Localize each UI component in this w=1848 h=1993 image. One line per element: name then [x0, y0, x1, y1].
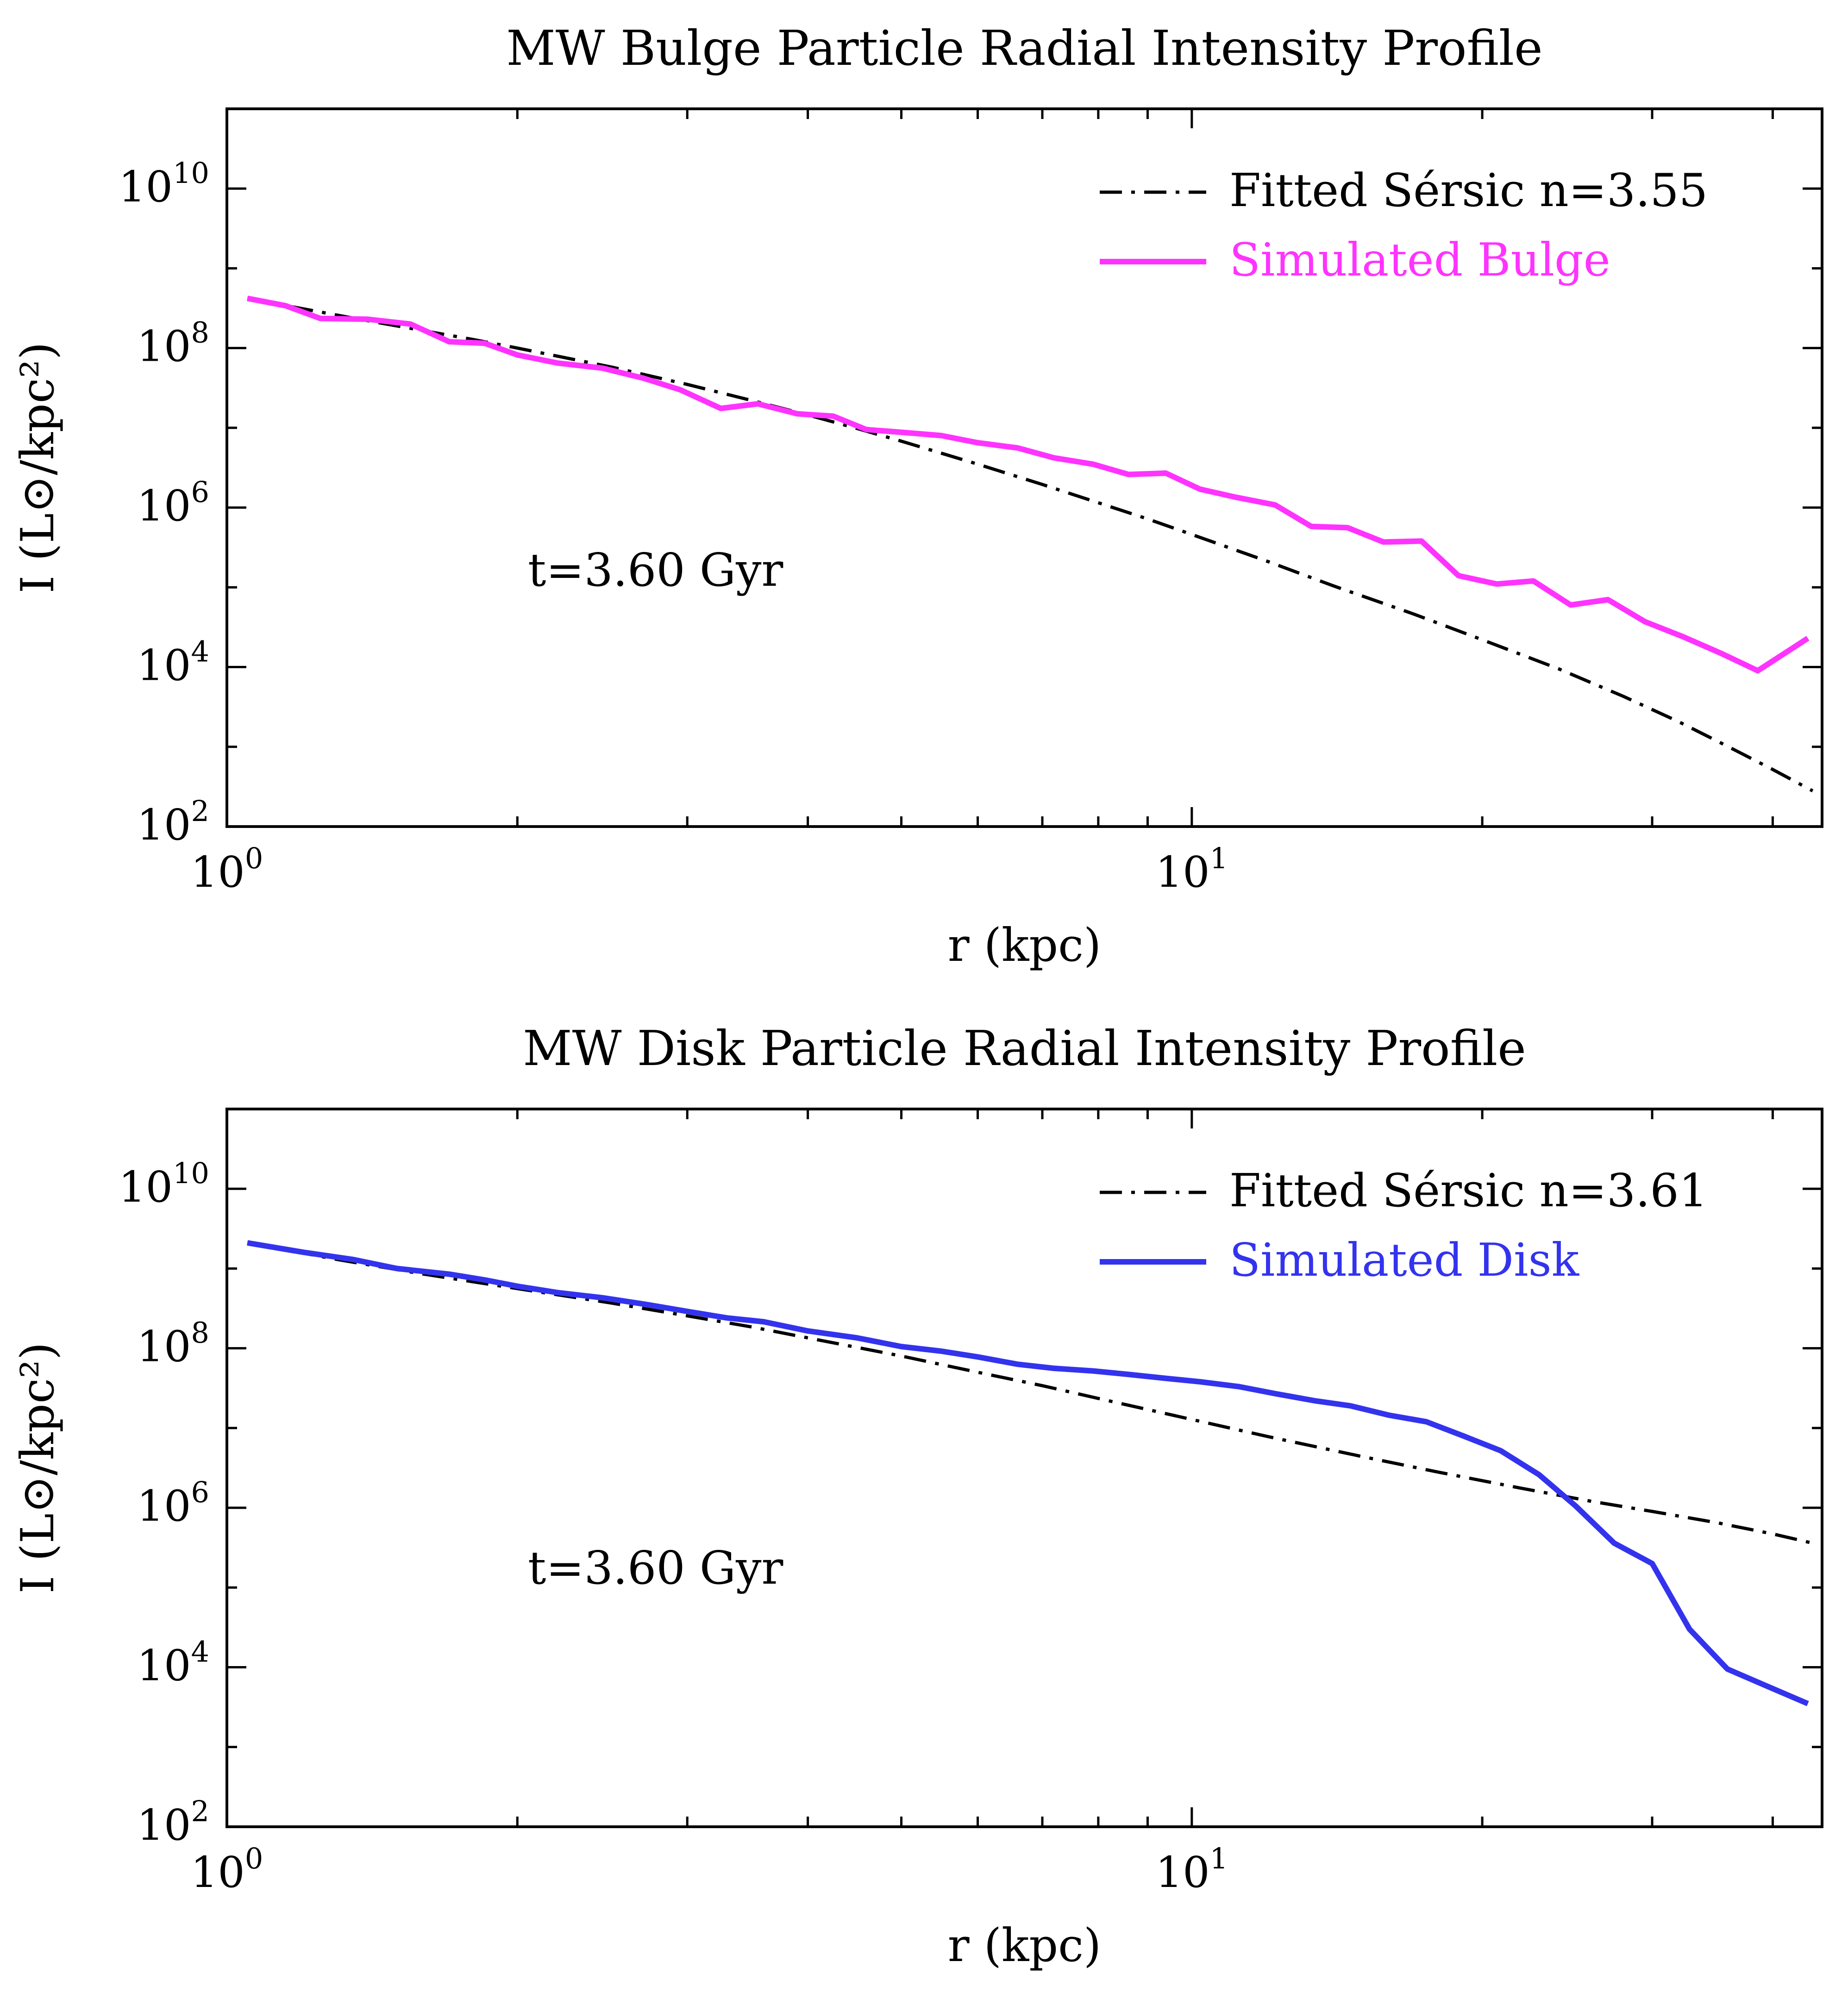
y-tick-label: 106: [137, 1475, 209, 1531]
y-tick-label: 102: [137, 794, 209, 850]
x-tick-label: 101: [1156, 841, 1228, 897]
legend-entry: Simulated Bulge: [1229, 234, 1610, 287]
y-tick-label: 104: [137, 635, 209, 690]
x-tick-label: 100: [191, 1842, 263, 1897]
bulge-profile-chart: MW Bulge Particle Radial Intensity Profi…: [12, 20, 1823, 972]
chart-title: MW Bulge Particle Radial Intensity Profi…: [506, 20, 1542, 76]
y-tick-label: 104: [137, 1635, 209, 1691]
x-axis-label: r (kpc): [948, 1919, 1101, 1972]
legend-entry: Fitted Sérsic n=3.61: [1229, 1165, 1708, 1217]
time-annotation: t=3.60 Gyr: [528, 1542, 783, 1595]
y-tick-label: 1010: [119, 1156, 209, 1212]
y-tick-label: 106: [137, 475, 209, 531]
x-tick-label: 101: [1156, 1842, 1228, 1897]
y-tick-label: 108: [137, 1316, 209, 1372]
series-group: [247, 1240, 1813, 1706]
y-tick-label: 102: [137, 1794, 209, 1850]
disk-profile-chart: MW Disk Particle Radial Intensity Profil…: [12, 1020, 1823, 1972]
plot-frame: [226, 107, 1823, 828]
legend-entry: Simulated Disk: [1229, 1234, 1580, 1287]
x-tick-label: 100: [191, 841, 263, 897]
legend: Fitted Sérsic n=3.61 Simulated Disk: [1100, 1165, 1708, 1287]
fitted-sersic-line: [247, 296, 1814, 793]
x-axis-label: r (kpc): [948, 919, 1101, 972]
legend-entry: Fitted Sérsic n=3.55: [1229, 164, 1708, 217]
simulated-profile-line: [247, 1240, 1809, 1706]
legend: Fitted Sérsic n=3.55 Simulated Bulge: [1100, 164, 1708, 287]
simulated-profile-line: [247, 295, 1810, 674]
series-group: [247, 295, 1814, 793]
time-annotation: t=3.60 Gyr: [528, 544, 783, 597]
y-axis-label: I (L⊙/kpc²): [12, 1342, 64, 1594]
chart-title: MW Disk Particle Radial Intensity Profil…: [523, 1020, 1526, 1077]
plot-frame: [226, 1108, 1823, 1828]
y-axis-label: I (L⊙/kpc²): [12, 342, 64, 594]
y-tick-label: 1010: [119, 156, 209, 212]
fitted-sersic-line: [247, 1241, 1813, 1545]
y-tick-label: 108: [137, 316, 209, 371]
